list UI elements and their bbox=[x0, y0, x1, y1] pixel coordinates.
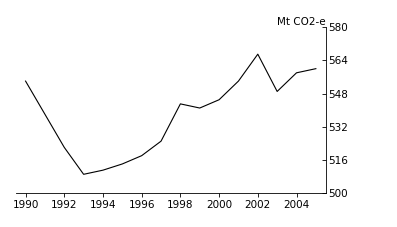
Text: Mt CO2-e: Mt CO2-e bbox=[277, 17, 326, 27]
